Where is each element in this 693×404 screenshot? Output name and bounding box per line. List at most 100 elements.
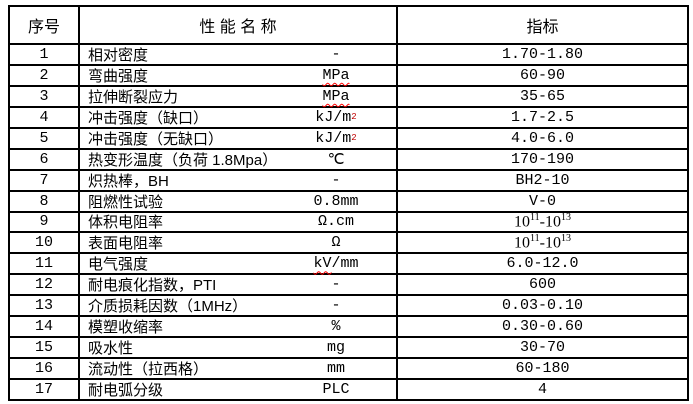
header-indicator: 指标 xyxy=(526,19,559,36)
unit-text: mg xyxy=(326,339,345,357)
property-cell: 耐电痕化指数，PTI - xyxy=(80,275,398,294)
indicator-value-cell: 0.30-0.60 xyxy=(398,317,687,336)
table-row: 7 炽热棒，BH - BH2-10 xyxy=(10,168,687,190)
property-name-label: 拉伸断裂应力 xyxy=(88,88,179,106)
row-number-cell: 10 xyxy=(10,233,80,253)
table-row: 11 电气强度 kV/mm 6.0-12.0 xyxy=(10,252,687,273)
property-name-label: 耐电弧分级 xyxy=(88,381,164,399)
unit-label: - xyxy=(276,275,396,294)
unit-text-suffix: /mm xyxy=(331,255,359,273)
property-name-label: 模塑收缩率 xyxy=(88,319,164,337)
unit-text: Ω xyxy=(331,234,341,252)
indicator-value: 170-190 xyxy=(510,150,574,168)
unit-text: - xyxy=(331,297,341,315)
unit-label: 0.8mm xyxy=(276,192,396,211)
property-name-label: 耐电痕化指数，PTI xyxy=(88,277,217,295)
unit-label: - xyxy=(276,296,396,315)
unit-label: PLC xyxy=(276,380,396,399)
table-row: 16 流动性（拉西格） mm 60-180 xyxy=(10,357,687,378)
property-name-label: 流动性（拉西格） xyxy=(88,361,209,379)
property-cell: 热变形温度（负荷 1.8Mpa） ℃ xyxy=(80,149,398,169)
property-cell: 炽热棒，BH - xyxy=(80,170,398,190)
unit-text: mm xyxy=(326,360,345,378)
header-property-name: 性 能 名 称 xyxy=(80,7,398,43)
property-cell: 介质损耗因数（1MHz） - xyxy=(80,296,398,315)
property-cell: 流动性（拉西格） mm xyxy=(80,359,398,378)
unit-label: kV/mm xyxy=(276,254,396,273)
performance-table: 序号 性 能 名 称 指标 1 相对密度 - 1.70-1.80 2 弯曲强度 MPa 60-… xyxy=(8,5,689,401)
table-header-row: 序号 性 能 名 称 指标 xyxy=(10,7,687,43)
property-cell: 拉伸断裂应力 MPa xyxy=(80,86,398,106)
table-row: 15 吸水性 mg 30-70 xyxy=(10,336,687,357)
table-row: 2 弯曲强度 MPa 60-90 xyxy=(10,63,687,85)
property-name-label: 冲击强度（无缺口） xyxy=(88,130,224,148)
property-name-label: 介质损耗因数（1MHz） xyxy=(88,298,248,316)
property-name-label: 吸水性 xyxy=(88,340,134,358)
indicator-value: BH2-10 xyxy=(515,171,570,189)
unit-superscript: 2 xyxy=(351,132,357,143)
unit-text-misspelled: MPa xyxy=(322,66,350,84)
indicator-value-cell: 1.7-2.5 xyxy=(398,108,687,127)
indicator-value-cell: V-0 xyxy=(398,192,687,211)
unit-label: kJ/m 2 xyxy=(276,108,396,127)
property-cell: 冲击强度（无缺口） kJ/m 2 xyxy=(80,128,398,148)
property-cell: 吸水性 mg xyxy=(80,338,398,357)
unit-text: 0.8mm xyxy=(313,192,359,210)
table-row: 3 拉伸断裂应力 MPa 35-65 xyxy=(10,84,687,106)
indicator-value-exponential: 1011-1013 xyxy=(514,233,571,252)
unit-text: - xyxy=(331,276,341,294)
row-number-cell: 13 xyxy=(10,296,80,316)
unit-text: PLC xyxy=(322,380,350,398)
indicator-value: 35-65 xyxy=(519,87,565,105)
property-cell: 体积电阻率 Ω.cm xyxy=(80,212,398,232)
table-row: 12 耐电痕化指数，PTI - 600 xyxy=(10,273,687,294)
indicator-value-cell: 4.0-6.0 xyxy=(398,129,687,148)
property-cell: 模塑收缩率% xyxy=(80,317,398,336)
unit-label: - xyxy=(276,171,396,190)
row-number-cell: 7 xyxy=(10,170,80,190)
indicator-value-cell: 60-180 xyxy=(398,359,687,378)
unit-label: mg xyxy=(276,338,396,357)
indicator-value-cell: 4 xyxy=(398,380,687,399)
property-cell: 弯曲强度 MPa xyxy=(80,65,398,85)
indicator-value: 0.30-0.60 xyxy=(501,318,583,336)
unit-label: ℃ xyxy=(276,150,396,169)
unit-superscript: 2 xyxy=(351,111,357,122)
indicator-value: 600 xyxy=(528,276,556,294)
property-cell: 电气强度 kV/mm xyxy=(80,254,398,273)
indicator-value-cell: 35-65 xyxy=(398,87,687,106)
table-row: 4 冲击强度（缺口） kJ/m 2 1.7-2.5 xyxy=(10,105,687,127)
unit-text: kJ/m xyxy=(315,129,352,147)
property-name-label: 相对密度 xyxy=(88,46,149,64)
property-name-label: 弯曲强度 xyxy=(88,67,149,85)
indicator-value-cell: BH2-10 xyxy=(398,171,687,190)
indicator-value: 0.03-0.10 xyxy=(501,297,583,315)
table-row: 6 热变形温度（负荷 1.8Mpa） ℃ 170-190 xyxy=(10,147,687,169)
row-number-cell: 11 xyxy=(10,254,80,274)
row-number-cell: 5 xyxy=(10,128,80,148)
property-name-label: 热变形温度（负荷 1.8Mpa） xyxy=(88,151,278,169)
row-number-cell: 15 xyxy=(10,338,80,358)
property-name-label: 冲击强度（缺口） xyxy=(88,109,209,127)
unit-text: - xyxy=(331,45,341,63)
row-number-cell: 8 xyxy=(10,191,80,211)
indicator-value: 1.70-1.80 xyxy=(501,45,583,63)
indicator-value: 1.7-2.5 xyxy=(510,108,574,126)
row-number-cell: 9 xyxy=(10,212,80,232)
property-name-label: 体积电阻率 xyxy=(88,214,164,232)
row-number-cell: 4 xyxy=(10,107,80,127)
unit-label: mm xyxy=(276,359,396,378)
unit-label: MPa xyxy=(276,66,396,85)
unit-text: kJ/m xyxy=(315,108,352,126)
table-row: 9 体积电阻率 Ω.cm 1011-1013 xyxy=(10,210,687,232)
unit-text: ℃ xyxy=(327,151,345,169)
unit-text-misspelled: kV xyxy=(313,255,332,273)
table-row: 14 模塑收缩率% 0.30-0.60 xyxy=(10,315,687,336)
property-cell: 耐电弧分级 PLC xyxy=(80,380,398,399)
unit-text: Ω.cm xyxy=(317,213,354,231)
indicator-value-cell: 1.70-1.80 xyxy=(398,45,687,64)
row-number-cell: 17 xyxy=(10,380,80,399)
unit-label: Ω.cm xyxy=(276,213,396,232)
unit-label: MPa xyxy=(276,87,396,106)
